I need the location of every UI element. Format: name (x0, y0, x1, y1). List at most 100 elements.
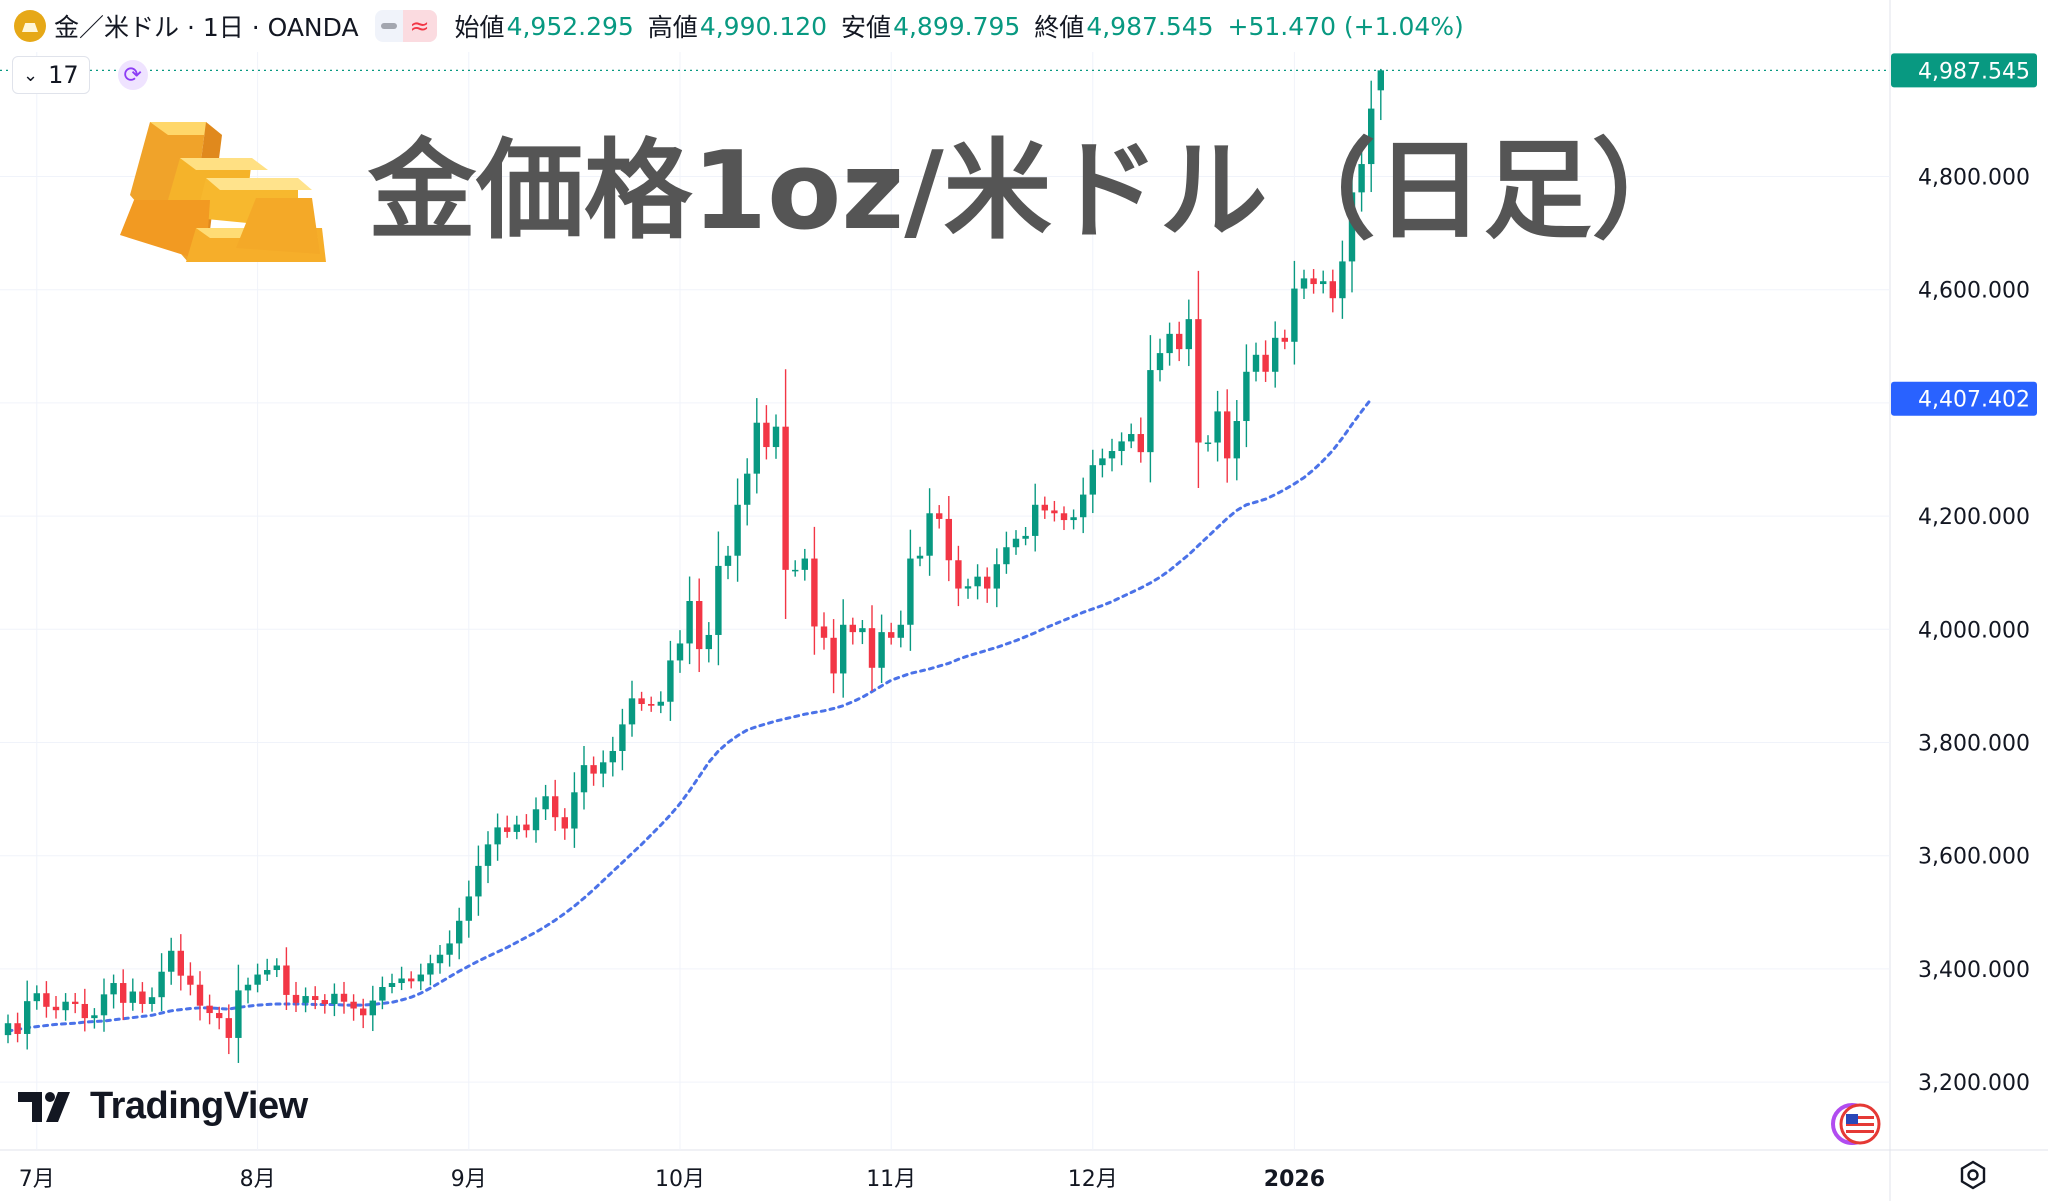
change-value: +51.470 (+1.04%) (1227, 11, 1464, 41)
candle (686, 576, 693, 665)
tradingview-mark-icon (18, 1091, 70, 1122)
candle-body (235, 990, 242, 1038)
candle (1329, 269, 1336, 313)
candle (494, 813, 501, 861)
candle (571, 772, 578, 848)
candle (283, 947, 290, 1010)
candle (1310, 269, 1317, 294)
candle-body (1060, 513, 1068, 521)
y-tick-label: 4,600.000 (1918, 279, 2030, 304)
candle-body (465, 896, 472, 921)
us-flag-icon[interactable] (1830, 1102, 1890, 1146)
candle (888, 622, 895, 645)
candle (43, 981, 50, 1018)
candle (1128, 423, 1135, 449)
candle-body (1377, 70, 1384, 91)
candle-body (360, 1008, 367, 1016)
wave-icon[interactable]: ≈ (402, 10, 437, 42)
legend-visibility-toggle[interactable]: ≈ (374, 10, 437, 42)
candle-body (772, 426, 780, 448)
candle (1214, 390, 1221, 462)
candle (244, 977, 252, 1004)
candle-body (811, 558, 818, 627)
candle (62, 993, 69, 1021)
candle (177, 934, 184, 991)
candle-body (753, 422, 760, 474)
settings-gear-icon[interactable] (1958, 1160, 1988, 1190)
candle (1185, 299, 1192, 367)
high-label: 高値 (647, 13, 698, 42)
candle-body (1166, 333, 1173, 354)
tradingview-logo[interactable]: TradingView (18, 1085, 308, 1128)
candle (1032, 483, 1039, 552)
candle-body (1252, 354, 1260, 372)
candle-body (312, 996, 319, 1001)
y-tick-label: 3,800.000 (1918, 731, 2030, 756)
indicator-count[interactable]: 17 (48, 61, 79, 89)
symbol-title[interactable]: 金／米ドル · 1日 · OANDA (54, 13, 359, 42)
candle-body (609, 750, 616, 763)
candle-body (244, 984, 252, 991)
candle (667, 640, 674, 721)
candle-body (1118, 441, 1125, 452)
candle-body (897, 624, 904, 638)
sync-icon[interactable]: ⟳ (117, 60, 148, 90)
candle-body (1099, 458, 1106, 466)
gold-coin-icon (14, 10, 46, 42)
x-tick-label: 2026 (1264, 1167, 1325, 1192)
candle (206, 994, 213, 1025)
candle-body (1051, 510, 1058, 514)
candle-body (302, 996, 309, 1003)
candle (225, 1004, 232, 1055)
candle-body (782, 426, 789, 570)
candle (984, 567, 991, 603)
candle (331, 983, 338, 1017)
candle (801, 548, 808, 581)
candle-body (331, 993, 338, 1004)
candle-body (436, 954, 444, 964)
time-axis[interactable]: 7月 8月 9月 10月 11月 12月 2026 (19, 1167, 1325, 1192)
last-price-label: 4,987.545 (1918, 59, 2030, 84)
candle (216, 1006, 223, 1030)
candle (81, 988, 88, 1032)
candle-body (696, 601, 703, 650)
candle (628, 680, 636, 737)
candle-body (1176, 333, 1183, 350)
candle-body (686, 601, 693, 644)
chevron-down-icon[interactable]: ⌄ (23, 64, 39, 86)
candle (523, 814, 530, 838)
candle-body (571, 792, 578, 829)
candle (648, 696, 655, 712)
candle-body (628, 698, 636, 725)
candle (1051, 500, 1058, 522)
candle (1003, 531, 1010, 574)
candle (609, 736, 616, 777)
candle (1243, 344, 1250, 448)
candle (1272, 321, 1279, 388)
candle-body (724, 555, 732, 566)
candle-body (1156, 353, 1164, 371)
indicators-collapse-button[interactable]: ⌄ 17 (12, 56, 90, 94)
candle-body (830, 637, 837, 674)
candle-body (1080, 494, 1087, 518)
ma-value-tag (1891, 381, 2037, 416)
candle (456, 907, 463, 960)
candle (187, 962, 194, 996)
candle (1224, 389, 1231, 483)
candle (14, 1012, 21, 1043)
candle (264, 958, 271, 981)
candle-body (974, 576, 981, 587)
candle (561, 808, 568, 840)
candle-body (849, 624, 856, 633)
candle (1348, 158, 1356, 293)
candle-body (14, 1023, 21, 1034)
candle-body (1262, 354, 1269, 372)
candle (484, 831, 492, 884)
price-axis[interactable]: 3,200.000 3,400.000 3,600.000 3,800.000 4,00… (1891, 53, 2037, 1096)
candle (897, 610, 904, 648)
candle-body (283, 965, 290, 995)
minus-icon[interactable] (375, 10, 403, 42)
candle-body (1070, 517, 1077, 521)
candle-body (523, 824, 530, 831)
